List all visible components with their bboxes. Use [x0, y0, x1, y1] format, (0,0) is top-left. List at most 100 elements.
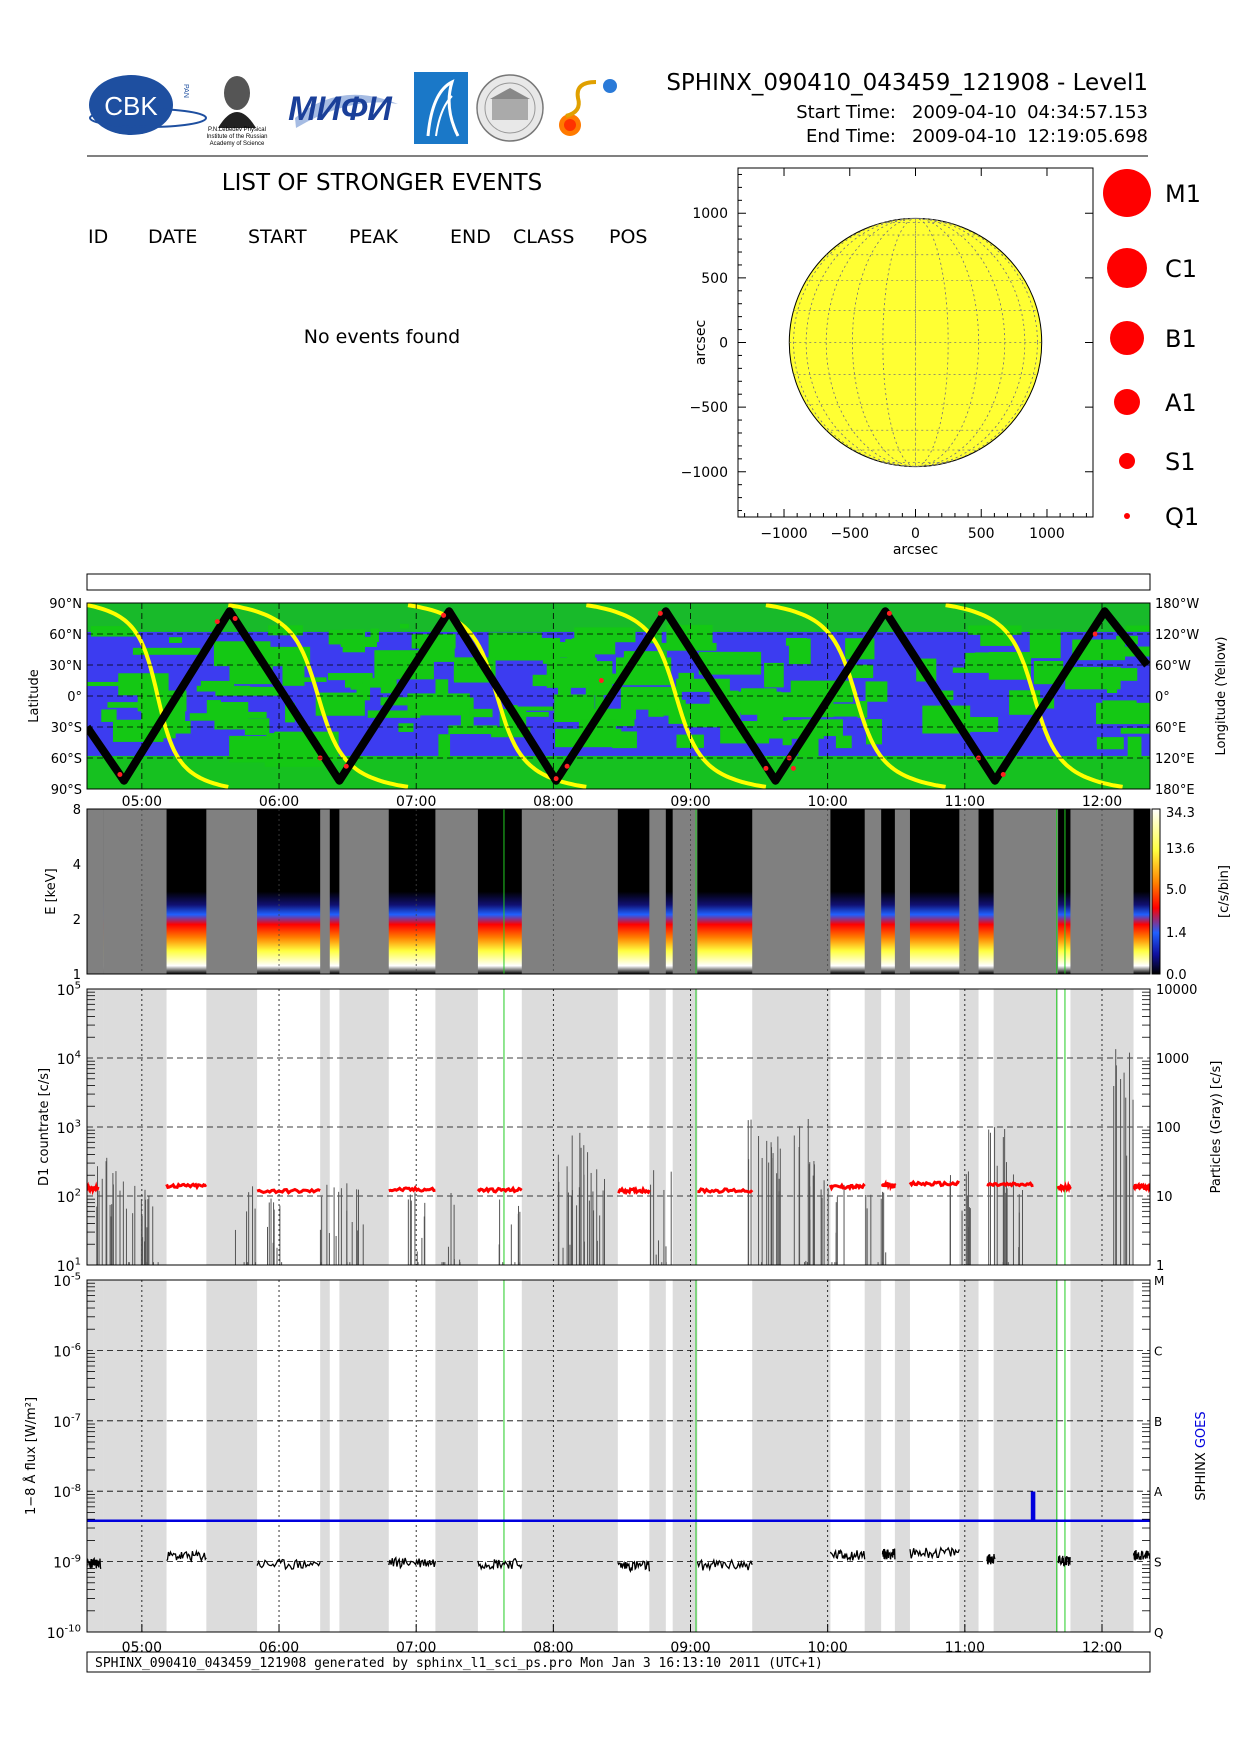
orbit-land-patch	[87, 681, 123, 687]
logo-mifi: МИФИ	[288, 90, 398, 128]
orbit-land-patch	[1120, 727, 1150, 734]
flux-ylabel-right: SPHINX GOES	[1194, 1411, 1209, 1500]
orbit-land-patch	[107, 702, 153, 708]
disk-xtick-label: 500	[968, 526, 995, 542]
d1-ytick-label: 102	[57, 1188, 81, 1206]
colorbar-tick-label: 1.4	[1166, 926, 1187, 941]
orbit-land-patch	[980, 628, 1013, 646]
orbit-land-patch	[764, 662, 784, 688]
longitude-curve	[945, 603, 1123, 789]
flux-xtick-label: 12:00	[1082, 1640, 1122, 1656]
d1-countrate-segment	[87, 1181, 100, 1196]
orbit-land-patch	[285, 702, 295, 723]
flux-ytick-label: 10-10	[47, 1624, 81, 1642]
spectrogram-ytick-label: 2	[73, 913, 81, 928]
spectrogram-gap	[649, 809, 666, 974]
flux-ytick-label: 10-9	[53, 1553, 81, 1571]
spectrogram-gap	[672, 809, 698, 974]
orbit-land-patch	[1096, 737, 1124, 750]
saa-shading-band	[649, 1280, 666, 1632]
orbit-land-patch	[268, 625, 303, 636]
orbit-ytick-label-right: 180°W	[1155, 597, 1199, 612]
flux-xtick-label: 08:00	[533, 1640, 573, 1656]
events-column-start: START	[248, 226, 307, 248]
orbit-land-patch	[940, 690, 954, 700]
disk-meridian	[793, 218, 1038, 467]
saa-shading-band	[320, 1280, 330, 1632]
orbit-land-patch	[657, 705, 687, 716]
orbit-land-patch	[542, 657, 597, 664]
logo-cbk: CBK PAN	[89, 75, 207, 135]
d1-countrate-segment	[1056, 1180, 1072, 1194]
orbit-land-patch	[803, 703, 860, 717]
orbit-xtick-label: 06:00	[259, 794, 299, 810]
colorbar	[1151, 808, 1161, 975]
orbit-land-patch	[315, 692, 365, 716]
orbit-land-patch	[585, 687, 617, 696]
d1-ytick-label-right: 1000	[1156, 1052, 1189, 1067]
orbit-land-patch	[1109, 668, 1138, 681]
orbit-land-patch	[370, 628, 379, 642]
logo-lebedev-caption-3: Academy of Science	[210, 141, 265, 147]
spectrogram-gap	[752, 809, 831, 974]
orbit-land-patch	[367, 710, 421, 718]
spectrogram-gap	[87, 809, 104, 974]
orbit-land-patch	[835, 735, 852, 749]
orbit-land-patch	[517, 711, 549, 717]
legend-label-c1: C1	[1165, 255, 1197, 283]
orbit-land-patch	[546, 661, 613, 688]
goes-flux-line	[87, 1491, 1150, 1523]
disk-ytick-label: 1000	[692, 206, 728, 222]
saa-shading-band	[320, 989, 330, 1265]
spectrogram-gap	[959, 809, 979, 974]
orbit-land-patch	[196, 685, 251, 692]
orbit-land-patch	[229, 735, 282, 763]
events-column-pos: POS	[609, 226, 647, 248]
d1-frame	[86, 988, 1151, 1266]
orbit-event-dot	[214, 619, 220, 625]
orbit-xtick-label: 05:00	[122, 794, 162, 810]
disk-xtick-label: −500	[831, 526, 869, 542]
saa-shading-band	[339, 1280, 389, 1632]
legend-marker-s1	[1119, 453, 1135, 469]
spectrogram-gap	[320, 809, 330, 974]
sphinx-flux-segment	[166, 1549, 207, 1563]
spectrogram-ytick-label: 1	[73, 968, 81, 983]
orbit-event-dot	[553, 776, 559, 782]
legend-label-m1: M1	[1165, 180, 1201, 208]
orbit-land-patch	[1096, 702, 1150, 725]
orbit-land-patch	[407, 693, 470, 716]
d1-ylabel-right: Particles (Gray) [c/s]	[1209, 1061, 1224, 1194]
logo-mifi-text: МИФИ	[288, 90, 393, 128]
sphinx-flux-segment	[1057, 1555, 1071, 1568]
orbit-land-patch	[760, 692, 819, 699]
disk-ytick-label: 500	[701, 271, 728, 287]
logo-cbk-text: CBK	[104, 91, 158, 121]
d1-ytick-label: 104	[57, 1050, 81, 1068]
flux-xtick-label: 11:00	[945, 1640, 985, 1656]
orbit-event-dot	[657, 610, 663, 616]
orbit-xtick-label: 12:00	[1082, 794, 1122, 810]
orbit-event-dot	[1092, 631, 1098, 637]
orbit-land-patch	[398, 723, 414, 732]
d1-countrate-segment	[986, 1181, 1034, 1188]
sphinx-flux-segment	[1132, 1549, 1150, 1561]
orbit-land-patch	[558, 674, 568, 700]
logo-rocket	[414, 72, 468, 144]
d1-ytick-label-right: 100	[1156, 1121, 1181, 1136]
d1-ylabel: D1 countrate [c/s]	[37, 1068, 52, 1186]
orbit-map	[87, 603, 1150, 789]
colorbar-label: [c/s/bin]	[1217, 865, 1232, 918]
orbit-land-patch	[952, 667, 994, 673]
d1-countrate-segment	[697, 1187, 754, 1195]
flux-ytick-label: 10-5	[53, 1272, 81, 1290]
saa-shading-band	[752, 1280, 831, 1632]
events-header-row: ID DATE START PEAK END CLASS POS	[88, 226, 647, 248]
disk-xtick-label: −1000	[760, 526, 807, 542]
end-time-label: End Time:	[806, 126, 896, 147]
orbit-xtick-label: 08:00	[533, 794, 573, 810]
orbit-ytick-label: 90°N	[49, 597, 82, 612]
flux-ytick-label: 10-7	[53, 1413, 81, 1431]
orbit-land-patch	[344, 678, 388, 688]
orbit-ytick-label: 90°S	[51, 783, 82, 798]
